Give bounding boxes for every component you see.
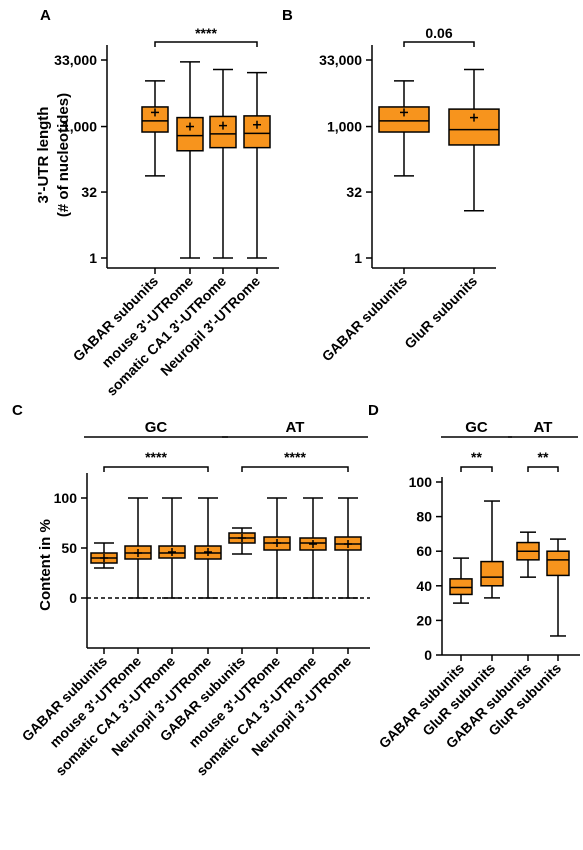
panel-a-significance-bracket bbox=[154, 41, 258, 47]
panel-d-group-label: GC bbox=[465, 419, 488, 436]
panel-d-group-label: AT bbox=[534, 419, 553, 436]
panel-c-significance-label: **** bbox=[284, 449, 306, 465]
panel-d-significance-bracket bbox=[460, 466, 493, 472]
panel-d-ytick-label: 20 bbox=[416, 612, 432, 628]
panel-c-letter: C bbox=[12, 402, 23, 419]
panel-c-group-label: AT bbox=[286, 419, 305, 436]
panel-c-group-label: GC bbox=[145, 419, 168, 436]
panel-d-ytick-label: 60 bbox=[416, 543, 432, 559]
panel-b-significance-bracket bbox=[403, 41, 475, 47]
panel-c-ylabel: Content in % bbox=[37, 519, 54, 611]
panel-c-ytick-label: 50 bbox=[61, 540, 77, 556]
box-iqr bbox=[480, 560, 504, 587]
panel-c-ytick-label: 0 bbox=[69, 590, 77, 606]
panel-d-ytick-label: 100 bbox=[409, 474, 433, 490]
panel-a-significance-label: **** bbox=[195, 25, 217, 41]
panel-b-category-label: GABAR subunits bbox=[319, 273, 411, 365]
panel-b-ytick-label: 33,000 bbox=[319, 52, 362, 68]
panel-a-ylabel: (# of nucleotides) bbox=[55, 93, 72, 217]
panel-b-category-label: GluR subunits bbox=[401, 273, 480, 352]
panel-b-letter: B bbox=[282, 7, 293, 24]
panel-c-significance-bracket bbox=[103, 466, 209, 472]
panel-d-significance-label: ** bbox=[471, 449, 482, 465]
box-iqr bbox=[209, 115, 237, 149]
panel-d-ytick-label: 0 bbox=[424, 647, 432, 663]
panel-b-ytick-label: 32 bbox=[346, 184, 362, 200]
box-iqr bbox=[546, 550, 570, 577]
panel-d-significance-label: ** bbox=[538, 449, 549, 465]
box-iqr bbox=[243, 115, 271, 149]
panel-a-ytick-label: 1 bbox=[89, 250, 97, 266]
panel-c-significance-bracket bbox=[241, 466, 349, 472]
panel-a-letter: A bbox=[40, 7, 51, 24]
panel-b-significance-label: 0.06 bbox=[425, 25, 452, 41]
panel-d-ytick-label: 80 bbox=[416, 509, 432, 525]
panel-c-significance-label: **** bbox=[145, 449, 167, 465]
panel-b-ytick-label: 1 bbox=[354, 250, 362, 266]
panel-d-letter: D bbox=[368, 402, 379, 419]
panel-a-ylabel: 3'-UTR length bbox=[35, 107, 52, 204]
panel-b-ytick-label: 1,000 bbox=[327, 119, 362, 135]
panel-c-ytick-label: 100 bbox=[54, 490, 78, 506]
panel-a-ytick-label: 1,000 bbox=[62, 119, 97, 135]
panel-d-significance-bracket bbox=[527, 466, 559, 472]
box-iqr bbox=[449, 578, 473, 596]
panel-a-ytick-label: 33,000 bbox=[54, 52, 97, 68]
panel-a-ytick-label: 32 bbox=[81, 184, 97, 200]
panel-d-ytick-label: 40 bbox=[416, 578, 432, 594]
